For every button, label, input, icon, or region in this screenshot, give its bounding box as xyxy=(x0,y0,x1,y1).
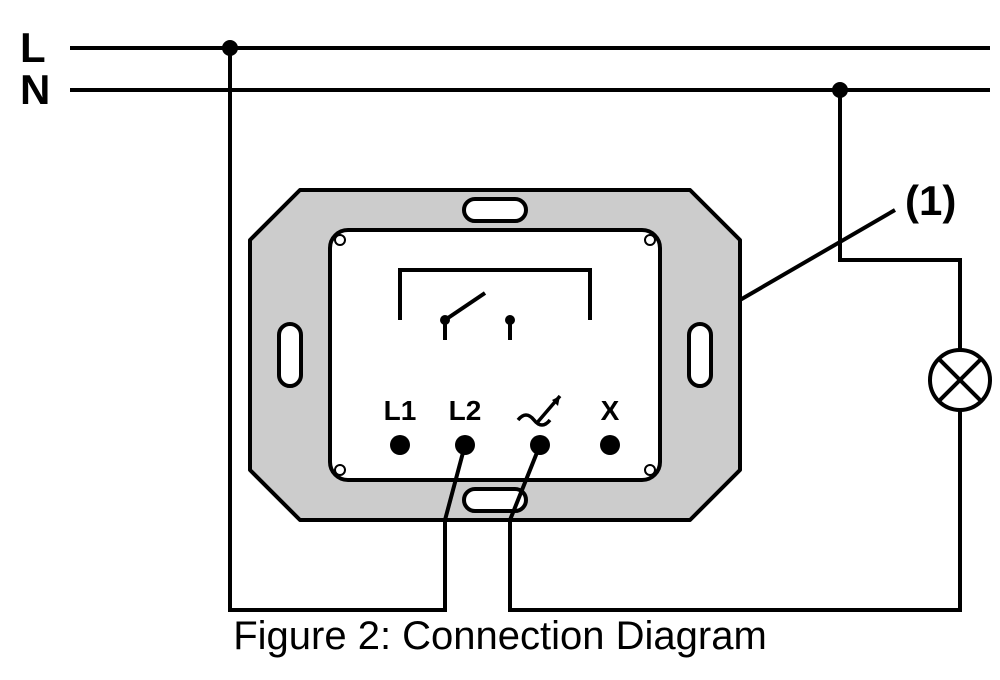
corner-notch-tr xyxy=(645,235,655,245)
junction-N_tap xyxy=(832,82,848,98)
supply-label-N: N xyxy=(20,66,50,113)
terminal-dot-X xyxy=(600,435,620,455)
terminal-label-X: X xyxy=(601,395,620,426)
dimmer-glyph-icon xyxy=(518,396,560,425)
terminal-label-L2: L2 xyxy=(449,395,482,426)
device-frame xyxy=(250,190,740,520)
supply-label-L: L xyxy=(20,24,46,71)
junction-L_tap xyxy=(222,40,238,56)
figure-caption: Figure 2: Connection Diagram xyxy=(0,614,1000,659)
corner-notch-br xyxy=(645,465,655,475)
terminal-label-L1: L1 xyxy=(384,395,417,426)
switch-frame xyxy=(400,270,590,320)
corner-notch-bl xyxy=(335,465,345,475)
callout-line xyxy=(740,210,895,300)
switch-lever xyxy=(445,293,485,320)
corner-notch-tl xyxy=(335,235,345,245)
terminal-dot-L1 xyxy=(390,435,410,455)
connection-diagram: LN L1 L2 X (1) xyxy=(0,0,1000,680)
callout-label: (1) xyxy=(905,177,956,224)
